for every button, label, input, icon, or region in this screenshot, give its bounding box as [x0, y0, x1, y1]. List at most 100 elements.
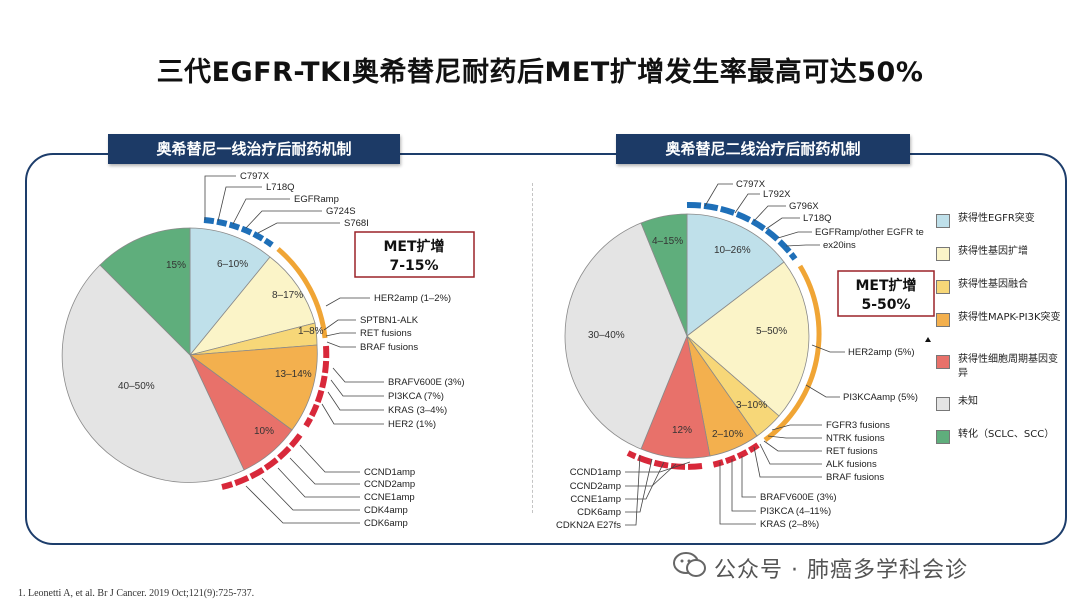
left-callout-kras: KRAS (3–4%) [388, 405, 447, 416]
left-panel-tab: 奥希替尼一线治疗后耐药机制 [108, 134, 400, 164]
legend-swatch [936, 280, 950, 294]
right-arc-cellcycle [626, 450, 703, 470]
left-callout-egframp: EGFRamp [294, 194, 339, 205]
right-callout-alk: ALK fusions [826, 459, 877, 470]
left-slice-transformation [99, 227, 191, 356]
right-callout-her2amp: HER2amp (5%) [848, 347, 915, 358]
left-met-box [354, 231, 475, 278]
left-callout-c797x: C797X [240, 171, 270, 182]
legend-swatch [936, 313, 950, 327]
left-callout-s768i: S768I [344, 218, 369, 229]
page-title: 三代EGFR-TKI奥希替尼耐药后MET扩增发生率最高可达50% [156, 57, 924, 88]
legend: 获得性EGFR突变 获得性基因扩增 获得性基因融合 获得性MAPK-PI3K突变… [930, 210, 1061, 459]
left-slice-egfr [189, 227, 271, 357]
left-callout-ret: RET fusions [360, 328, 412, 339]
right-label-amp: 5–50% [756, 326, 787, 337]
legend-label: 获得性基因融合 [958, 279, 1028, 290]
right-callout-pi3kcaamp: PI3KCAamp (5%) [843, 392, 918, 403]
left-label-mapk: 13–14% [275, 369, 312, 380]
right-callout-ret: RET fusions [826, 446, 878, 457]
left-callout-cdk6amp: CDK6amp [364, 518, 408, 529]
right-callout-ccnd2amp: CCND2amp [570, 481, 621, 492]
left-callout-braf-fusions: BRAF fusions [360, 342, 418, 353]
right-callout-ccnd1amp: CCND1amp [570, 467, 621, 478]
left-slice-mapk-pi3k [188, 344, 318, 431]
panel-divider [532, 183, 533, 513]
right-panel-tab: 奥希替尼二线治疗后耐药机制 [616, 134, 910, 164]
watermark: 公众号 · 肺癌多学科会诊 [668, 551, 1058, 583]
legend-item: 未知 [930, 393, 1060, 426]
right-pie: 10–26% 5–50% 3–10% 2–10% 12% 30–40% 4–15… [556, 179, 935, 531]
right-label-unknown: 30–40% [588, 330, 625, 341]
left-arc-cellcycle [221, 433, 303, 490]
legend-label: 获得性EGFR突变 [958, 213, 1035, 224]
left-arc-amp [276, 247, 328, 339]
legend-item: 获得性基因扩增 [930, 243, 1060, 276]
right-callout-c797x: C797X [736, 179, 766, 190]
left-met-value: 7-15% [389, 258, 438, 274]
right-slice-amplification [686, 261, 810, 417]
left-callout-ccne1amp: CCNE1amp [364, 492, 415, 503]
legend-item: 获得性细胞周期基因变异 [930, 351, 1060, 393]
right-callout-pi3kca: PI3KCA (4–11%) [760, 506, 831, 517]
right-label-transform: 4–15% [652, 236, 683, 247]
left-met-title: MET扩增 [383, 238, 444, 255]
left-callout-g724s: G724S [326, 206, 356, 217]
left-callout-l718q: L718Q [266, 182, 295, 193]
left-callout-cdk4amp: CDK4amp [364, 505, 408, 516]
legend-item: 获得性EGFR突变 [930, 210, 1060, 243]
right-callout-ccne1amp: CCNE1amp [570, 494, 621, 505]
right-callout-l792x: L792X [763, 189, 791, 200]
right-arc-mapk [711, 442, 760, 468]
legend-label: 转化（SCLC、SCC） [958, 429, 1055, 440]
left-callout-sptbn1-alk: SPTBN1-ALK [360, 315, 419, 326]
right-met-box [837, 270, 935, 317]
legend-item: 转化（SCLC、SCC） [930, 426, 1060, 459]
right-callout-egframp: EGFRamp/other EGFR te [815, 227, 924, 238]
left-label-fusion: 1–8% [298, 326, 324, 337]
right-met-value: 5-50% [861, 297, 910, 313]
legend-swatch [936, 247, 950, 261]
right-callout-braf-fusions: BRAF fusions [826, 472, 884, 483]
right-arc-amp [763, 264, 822, 443]
right-slice-unknown [564, 222, 688, 450]
right-callout-fgfr3: FGFR3 fusions [826, 420, 890, 431]
right-callout-cdk6amp: CDK6amp [577, 507, 621, 518]
right-callout-kras: KRAS (2–8%) [760, 519, 819, 530]
right-callout-cdkn2a: CDKN2A E27fs [556, 520, 621, 531]
legend-item: 获得性基因融合 [930, 276, 1060, 309]
right-callout-ex20ins: ex20ins [823, 240, 856, 251]
left-label-cellcycle: 10% [254, 426, 274, 437]
left-label-unknown: 40–50% [118, 381, 155, 392]
right-label-fusion: 3–10% [736, 400, 767, 411]
left-arc-mapk [303, 345, 330, 428]
left-callout-ccnd1amp: CCND1amp [364, 467, 415, 478]
legend-swatch [936, 214, 950, 228]
left-label-egfr: 6–10% [217, 259, 248, 270]
left-callout-brafv600e: BRAFV600E (3%) [388, 377, 465, 388]
legend-label: 未知 [958, 396, 978, 407]
right-slice-transformation [640, 213, 688, 337]
left-slice-unknown [61, 264, 245, 483]
watermark-text: 公众号 · 肺癌多学科会诊 [714, 558, 968, 583]
left-callout-ccnd2amp: CCND2amp [364, 479, 415, 490]
right-callout-brafv600e: BRAFV600E (3%) [760, 492, 837, 503]
right-callout-ntrk: NTRK fusions [826, 433, 885, 444]
legend-label: 获得性MAPK-PI3K突变 [958, 312, 1061, 323]
triangle-marker-icon [925, 337, 931, 342]
right-met-title: MET扩增 [855, 277, 916, 294]
legend-label: 获得性基因扩增 [958, 246, 1028, 257]
right-label-cellcycle: 12% [672, 425, 692, 436]
right-callout-l718q: L718Q [803, 213, 832, 224]
right-slice-egfr [686, 213, 785, 337]
right-callout-g796x: G796X [789, 201, 819, 212]
wechat-icon [673, 552, 706, 577]
legend-swatch [936, 355, 950, 369]
left-callout-pi3kca: PI3KCA (7%) [388, 391, 444, 402]
legend-swatch [936, 397, 950, 411]
left-slice-amplification [188, 256, 316, 356]
right-arc-egfr [686, 201, 798, 261]
left-pie: 6–10% 8–17% 1–8% 13–14% 10% 40–50% 15% C… [61, 171, 475, 529]
right-label-egfr: 10–26% [714, 245, 751, 256]
